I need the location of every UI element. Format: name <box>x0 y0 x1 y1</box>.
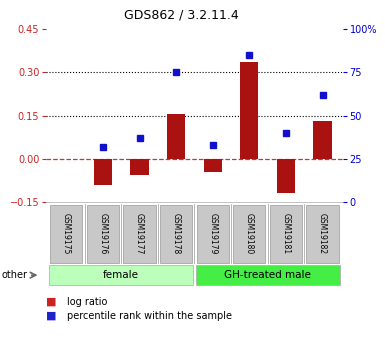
Text: percentile rank within the sample: percentile rank within the sample <box>67 311 233 321</box>
Text: log ratio: log ratio <box>67 297 108 307</box>
Bar <box>94 159 112 185</box>
Bar <box>160 205 192 263</box>
Bar <box>196 265 340 285</box>
Bar <box>306 205 339 263</box>
Bar <box>131 159 149 175</box>
Bar <box>313 121 331 159</box>
Bar <box>124 205 156 263</box>
Bar <box>49 265 193 285</box>
Text: GSM19182: GSM19182 <box>318 213 327 254</box>
Text: GSM19180: GSM19180 <box>245 213 254 254</box>
Text: ■: ■ <box>46 297 57 307</box>
Text: GSM19178: GSM19178 <box>172 213 181 254</box>
Bar <box>87 205 119 263</box>
Text: GSM19176: GSM19176 <box>99 213 107 254</box>
Text: GH-treated male: GH-treated male <box>224 270 311 280</box>
Text: GSM19179: GSM19179 <box>208 213 217 254</box>
Bar <box>240 62 258 159</box>
Text: GSM19175: GSM19175 <box>62 213 71 254</box>
Bar <box>50 205 82 263</box>
Text: ■: ■ <box>46 311 57 321</box>
Bar <box>233 205 265 263</box>
Bar <box>270 205 302 263</box>
Text: GSM19181: GSM19181 <box>281 213 290 254</box>
Bar <box>277 159 295 193</box>
Text: GDS862 / 3.2.11.4: GDS862 / 3.2.11.4 <box>124 9 238 22</box>
Text: female: female <box>103 270 139 280</box>
Bar <box>204 159 222 172</box>
Text: GSM19177: GSM19177 <box>135 213 144 254</box>
Bar <box>167 114 185 159</box>
Text: other: other <box>2 270 28 280</box>
Bar <box>197 205 229 263</box>
